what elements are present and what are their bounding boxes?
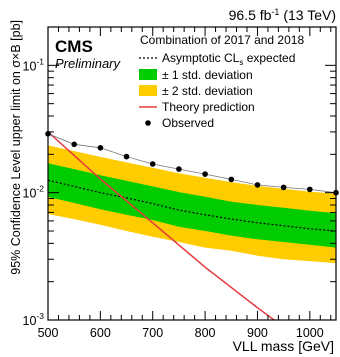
y-axis-title: 95% Confidence Level upper limit on σ×B … — [9, 20, 23, 275]
combination-text: Combination of 2017 and 2018 — [140, 33, 304, 47]
x-tick-label: 800 — [195, 326, 216, 340]
observed-point — [202, 171, 208, 177]
legend-one-sigma-swatch — [139, 69, 157, 80]
y-tick-label: 10-3 — [23, 311, 45, 328]
one-sigma-band — [48, 163, 336, 248]
theory-line — [48, 131, 276, 320]
legend: Combination of 2017 and 2018 Asymptotic … — [139, 33, 304, 130]
y-tick-base: 10 — [23, 187, 37, 201]
observed-point — [307, 186, 313, 193]
observed-point — [228, 176, 235, 183]
observed-point — [176, 166, 182, 172]
y-tick-label: 10-1 — [23, 56, 45, 73]
lumi-exponent: -1 — [271, 7, 279, 17]
x-tick-label: 600 — [90, 326, 111, 340]
y-tick-exponent: -2 — [36, 184, 44, 194]
x-tick-label: 900 — [247, 326, 268, 340]
legend-one-sigma-label: ± 1 std. deviation — [162, 68, 253, 82]
legend-two-sigma-swatch — [139, 85, 157, 96]
x-tick-label: 1000 — [296, 326, 324, 340]
y-tick-base: 10 — [23, 314, 37, 328]
legend-theory-label: Theory prediction — [162, 100, 255, 114]
preliminary-label: Preliminary — [55, 56, 122, 71]
y-tick-base: 10 — [23, 59, 37, 73]
legend-expected-sub: s — [239, 58, 243, 67]
cms-label: CMS — [55, 37, 93, 56]
observed-point — [280, 184, 287, 191]
x-axis-title: VLL mass [GeV] — [233, 338, 334, 354]
lines-group — [45, 131, 339, 320]
y-tick-exponent: -3 — [36, 311, 44, 321]
energy-label: (13 TeV) — [279, 7, 336, 23]
legend-expected-label: Asymptotic CLs expected — [162, 51, 295, 67]
x-tick-label: 700 — [142, 326, 163, 340]
legend-expected-suffix: expected — [243, 51, 295, 65]
legend-observed-swatch — [145, 120, 151, 126]
observed-point — [71, 141, 77, 148]
bands-group — [48, 145, 336, 264]
x-tick-label: 500 — [38, 326, 59, 340]
legend-two-sigma-label: ± 2 std. deviation — [162, 84, 253, 98]
plot-frame — [47, 26, 337, 321]
observed-point — [254, 182, 261, 188]
expected-line — [47, 179, 337, 232]
y-tick-exponent: -1 — [36, 56, 44, 66]
observed-point — [97, 145, 104, 151]
observed-line — [47, 133, 337, 194]
observed-point — [123, 153, 130, 160]
lumi-label: 96.5 fb-1 (13 TeV) — [229, 7, 336, 23]
y-tick-label: 10-2 — [23, 184, 45, 201]
observed-point — [149, 161, 156, 167]
legend-observed-label: Observed — [162, 116, 214, 130]
